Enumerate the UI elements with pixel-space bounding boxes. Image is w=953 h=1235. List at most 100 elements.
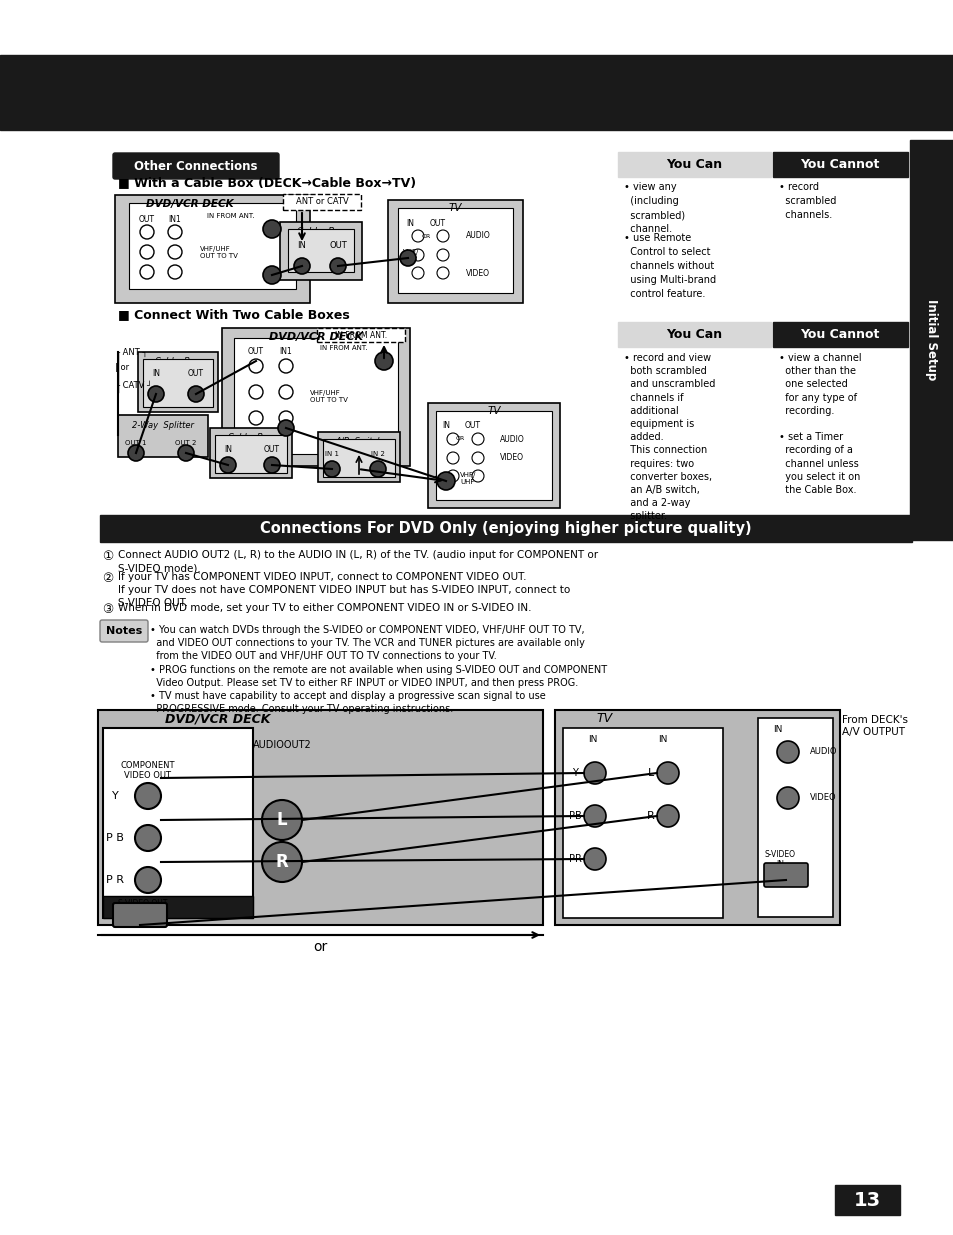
Circle shape (249, 411, 263, 425)
Text: IN: IN (297, 242, 306, 251)
Text: VIDEO: VIDEO (809, 794, 836, 803)
Circle shape (472, 433, 483, 445)
Text: IN 2: IN 2 (371, 451, 384, 457)
Text: VHF/
UHF: VHF/ UHF (459, 473, 476, 485)
Bar (618, 322, 770, 347)
Text: ■ With a Cable Box (DECK→Cable Box→TV): ■ With a Cable Box (DECK→Cable Box→TV) (118, 177, 416, 189)
Text: IN: IN (406, 220, 414, 228)
Circle shape (412, 230, 423, 242)
Bar (280, 222, 361, 280)
Text: P R: P R (106, 876, 124, 885)
Bar (288, 228, 354, 272)
Circle shape (278, 411, 293, 425)
FancyBboxPatch shape (100, 620, 148, 642)
Text: IN: IN (588, 735, 598, 743)
Text: AUDIO: AUDIO (809, 747, 837, 757)
Bar (283, 194, 360, 210)
Bar (143, 359, 213, 408)
Text: IN1: IN1 (279, 347, 292, 357)
Circle shape (657, 762, 679, 784)
Circle shape (583, 805, 605, 827)
Text: PR: PR (568, 853, 580, 864)
Text: You Can: You Can (665, 158, 721, 170)
Text: DVD OUTPUT: DVD OUTPUT (137, 734, 219, 743)
Bar (317, 432, 399, 482)
Bar (834, 1186, 899, 1215)
Circle shape (263, 220, 281, 238)
Circle shape (330, 258, 346, 274)
Circle shape (135, 867, 161, 893)
Text: AUDIO: AUDIO (465, 231, 490, 241)
Circle shape (168, 245, 182, 259)
Text: IN: IN (441, 420, 450, 430)
Circle shape (264, 457, 280, 473)
Text: OUT: OUT (329, 242, 347, 251)
Circle shape (178, 445, 193, 461)
Circle shape (277, 420, 294, 436)
Bar (316, 329, 405, 342)
Text: Initial Setup: Initial Setup (924, 299, 938, 380)
Text: ②: ② (102, 572, 113, 585)
Circle shape (447, 433, 458, 445)
Text: ①: ① (102, 550, 113, 563)
Text: • record
  scrambled
  channels.: • record scrambled channels. (779, 182, 836, 220)
Bar (562, 727, 722, 918)
Circle shape (135, 783, 161, 809)
Circle shape (436, 472, 455, 490)
Text: Cable  Box: Cable Box (296, 226, 345, 236)
Text: You Cannot: You Cannot (800, 329, 879, 341)
Circle shape (128, 445, 144, 461)
Text: OUT: OUT (139, 215, 154, 224)
Bar (138, 352, 218, 412)
Circle shape (140, 225, 153, 240)
Bar (103, 727, 253, 918)
Text: S-VIDEO OUT: S-VIDEO OUT (118, 899, 168, 908)
Circle shape (249, 359, 263, 373)
Bar (388, 200, 522, 303)
Text: • view any
  (including
  scrambled)
  channel.: • view any (including scrambled) channel… (623, 182, 684, 233)
Circle shape (220, 457, 235, 473)
Text: TV: TV (487, 406, 500, 416)
Bar (909, 140, 953, 540)
Text: OUT 1: OUT 1 (125, 440, 147, 446)
Text: OR: OR (421, 233, 431, 238)
Text: ■ Connect With Two Cable Boxes: ■ Connect With Two Cable Boxes (118, 309, 350, 321)
Circle shape (436, 230, 449, 242)
Text: OR: OR (456, 436, 465, 441)
Circle shape (447, 452, 458, 464)
Text: IN 1: IN 1 (325, 451, 338, 457)
Text: VHF/UHF
OUT TO TV: VHF/UHF OUT TO TV (310, 389, 348, 403)
Text: TV: TV (597, 713, 613, 725)
Circle shape (412, 249, 423, 261)
Text: IN: IN (773, 725, 781, 735)
Text: IN: IN (152, 369, 160, 378)
Text: Cable  Box: Cable Box (155, 357, 200, 366)
Text: If your TV has COMPONENT VIDEO INPUT, connect to COMPONENT VIDEO OUT.
If your TV: If your TV has COMPONENT VIDEO INPUT, co… (118, 572, 570, 609)
Text: OUT: OUT (264, 446, 280, 454)
Text: Y: Y (572, 768, 578, 778)
Text: • You can watch DVDs through the S-VIDEO or COMPONENT VIDEO, VHF/UHF OUT TO TV,
: • You can watch DVDs through the S-VIDEO… (150, 625, 606, 714)
Bar (222, 329, 410, 466)
Text: A/B  Switch: A/B Switch (335, 436, 382, 446)
Circle shape (263, 266, 281, 284)
Circle shape (278, 385, 293, 399)
Bar (618, 152, 770, 177)
Text: IN FROM ANT.: IN FROM ANT. (319, 345, 367, 351)
Circle shape (324, 461, 339, 477)
Text: OUT 2: OUT 2 (175, 440, 196, 446)
Text: S-VIDEO
IN: S-VIDEO IN (763, 850, 795, 869)
Bar (772, 152, 907, 177)
Circle shape (148, 387, 164, 403)
Bar (428, 403, 559, 508)
Text: IN: IN (658, 735, 667, 743)
Circle shape (278, 359, 293, 373)
Bar (323, 438, 395, 477)
Bar (772, 322, 907, 347)
FancyBboxPatch shape (112, 903, 167, 927)
Bar (214, 435, 287, 473)
Text: • record and view
  both scrambled
  and unscrambled
  channels if
  additional
: • record and view both scrambled and uns… (623, 353, 715, 521)
Text: Cable  Box: Cable Box (229, 432, 274, 441)
Circle shape (776, 741, 799, 763)
Text: R: R (275, 853, 288, 871)
Text: AUDIO: AUDIO (499, 435, 524, 443)
